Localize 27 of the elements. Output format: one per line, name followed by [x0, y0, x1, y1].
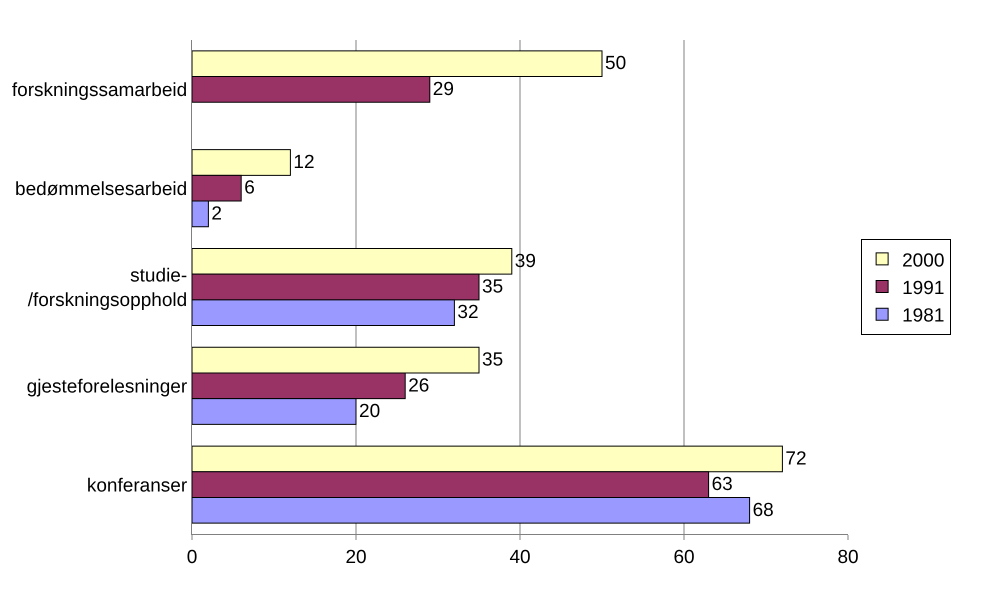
- data-label: 29: [432, 78, 454, 100]
- data-label: 50: [605, 53, 626, 74]
- x-tick-label: 20: [345, 546, 367, 568]
- data-label: 72: [785, 448, 807, 470]
- data-label: 6: [244, 178, 255, 199]
- data-label: 2: [211, 203, 222, 224]
- x-tick-label: 40: [509, 546, 531, 568]
- y-tick-label: studie- /forskningsopphold: [28, 265, 188, 311]
- data-label: 35: [482, 276, 504, 298]
- data-label: 26: [408, 375, 430, 396]
- y-tick-label: konferanser: [86, 475, 188, 496]
- x-tick-label: 80: [837, 546, 859, 568]
- legend-label: 2000: [902, 250, 944, 272]
- legend-label: 1991: [902, 278, 944, 299]
- legend-label: 1981: [902, 306, 944, 327]
- y-tick-label: bedømmelsesarbeid: [15, 178, 188, 200]
- x-tick-label: 60: [673, 546, 695, 568]
- data-label: 63: [712, 474, 733, 496]
- y-tick-label: gjesteforelesninger: [26, 376, 188, 398]
- data-label: 12: [293, 152, 315, 174]
- data-label: 32: [457, 302, 479, 324]
- data-label: 68: [752, 500, 774, 521]
- data-label: 35: [482, 350, 504, 371]
- data-label: 39: [514, 250, 536, 272]
- data-label: 20: [359, 400, 380, 422]
- y-tick-label: forskningssamarbeid: [12, 80, 188, 102]
- x-tick-label: 0: [186, 546, 198, 568]
